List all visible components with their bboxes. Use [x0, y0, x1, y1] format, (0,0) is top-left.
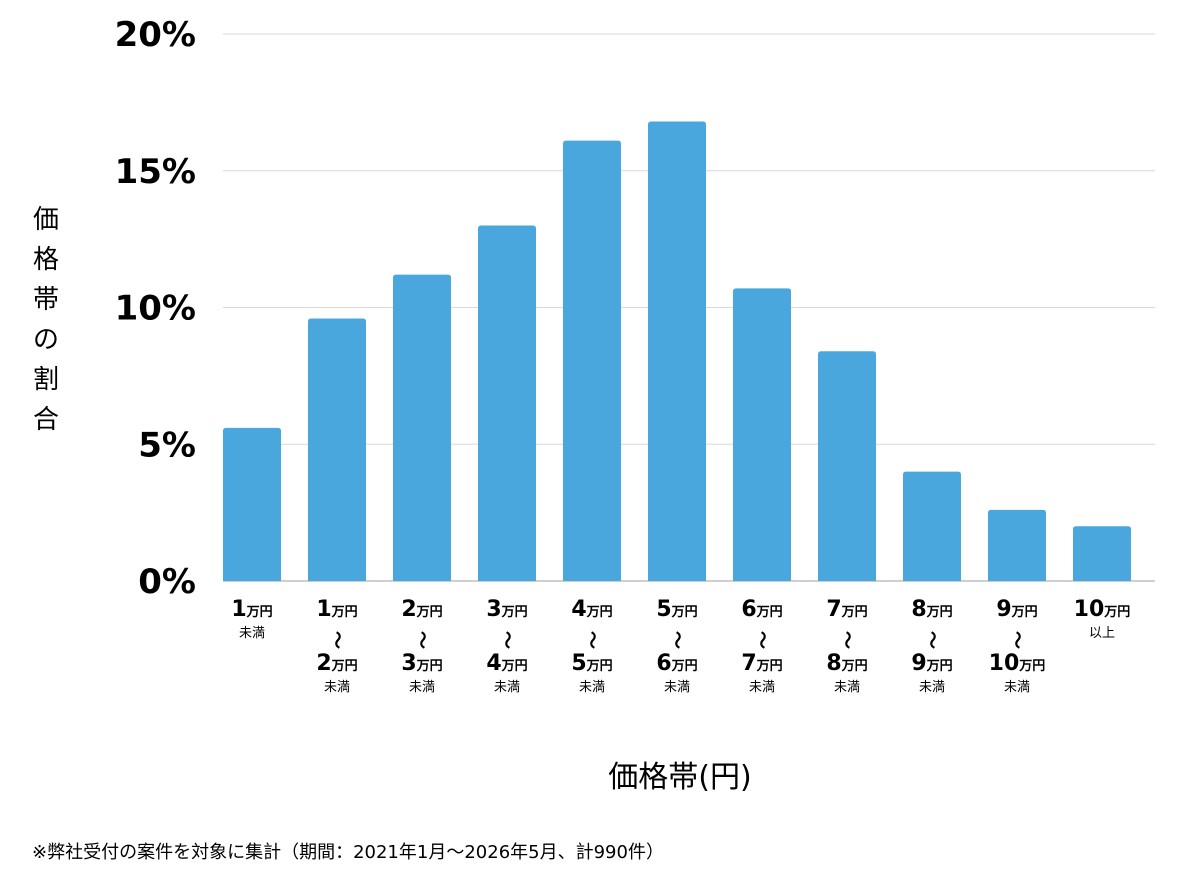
- bar: [393, 274, 451, 581]
- category-qualifier: 未満: [834, 680, 860, 695]
- category-amount: 7万円: [826, 597, 867, 622]
- y-tick-label: 0%: [138, 562, 196, 602]
- category-amount: 6万円: [656, 651, 697, 676]
- category-qualifier: 未満: [494, 680, 520, 695]
- category-amount: 3万円: [401, 651, 442, 676]
- category-tilde: 〜: [326, 631, 347, 649]
- category-amount: 2万円: [401, 597, 442, 622]
- category-qualifier: 未満: [324, 680, 350, 695]
- y-tick-label: 15%: [115, 152, 196, 192]
- y-tick-label: 5%: [138, 425, 196, 465]
- category-qualifier: 未満: [1004, 680, 1030, 695]
- category-qualifier: 以上: [1089, 626, 1115, 641]
- bar: [818, 351, 876, 581]
- category-qualifier: 未満: [409, 680, 435, 695]
- category-amount: 4万円: [486, 651, 527, 676]
- y-tick-labels: 0% 5% 10% 15% 20%: [115, 15, 196, 602]
- category-amount: 10万円: [989, 651, 1046, 676]
- category-amount: 2万円: [316, 651, 357, 676]
- y-axis-title-char: の: [33, 325, 59, 355]
- category-tilde: 〜: [581, 631, 602, 649]
- bar: [223, 427, 281, 581]
- category-qualifier: 未満: [239, 626, 265, 641]
- category-qualifier: 未満: [749, 680, 775, 695]
- bar: [308, 318, 366, 581]
- category-amount: 4万円: [571, 597, 612, 622]
- category-tilde: 〜: [1006, 631, 1027, 649]
- category-amount: 5万円: [656, 597, 697, 622]
- category-qualifier: 未満: [664, 680, 690, 695]
- y-axis-title-char: 割: [33, 365, 59, 395]
- category-amount: 1万円: [231, 597, 272, 622]
- bar: [648, 121, 706, 582]
- bar: [1073, 526, 1131, 581]
- bar: [478, 225, 536, 581]
- category-amount: 9万円: [996, 597, 1037, 622]
- bar: [733, 288, 791, 581]
- category-qualifier: 未満: [919, 680, 945, 695]
- bar: [988, 509, 1046, 581]
- y-axis-title-char: 格: [33, 245, 59, 275]
- category-amount: 3万円: [486, 597, 527, 622]
- category-amount: 1万円: [316, 597, 357, 622]
- y-axis-title-char: 帯: [33, 285, 59, 315]
- category-amount: 7万円: [741, 651, 782, 676]
- category-tilde: 〜: [836, 631, 857, 649]
- bar-layer: [223, 121, 1131, 582]
- category-tilde: 〜: [921, 631, 942, 649]
- category-qualifier: 未満: [579, 680, 605, 695]
- y-tick-label: 20%: [115, 15, 196, 55]
- bar: [563, 140, 621, 582]
- category-tilde: 〜: [411, 631, 432, 649]
- category-amount: 5万円: [571, 651, 612, 676]
- category-tilde: 〜: [496, 631, 517, 649]
- category-amount: 10万円: [1074, 597, 1131, 622]
- x-axis-title: 価格帯(円): [608, 760, 751, 795]
- bar: [903, 471, 961, 581]
- category-amount: 9万円: [911, 651, 952, 676]
- category-amount: 8万円: [826, 651, 867, 676]
- category-tilde: 〜: [751, 631, 772, 649]
- y-axis-title-char: 合: [33, 405, 59, 435]
- category-tilde: 〜: [666, 631, 687, 649]
- category-amount: 6万円: [741, 597, 782, 622]
- x-category-labels: 1万円未満1万円〜2万円未満2万円〜3万円未満3万円〜4万円未満4万円〜5万円未…: [231, 597, 1130, 695]
- footnote: ※弊社受付の案件を対象に集計（期間：2021年1月〜2026年5月、計990件）: [32, 842, 664, 863]
- y-tick-label: 10%: [115, 289, 196, 329]
- y-axis-title-char: 価: [33, 205, 59, 235]
- category-amount: 8万円: [911, 597, 952, 622]
